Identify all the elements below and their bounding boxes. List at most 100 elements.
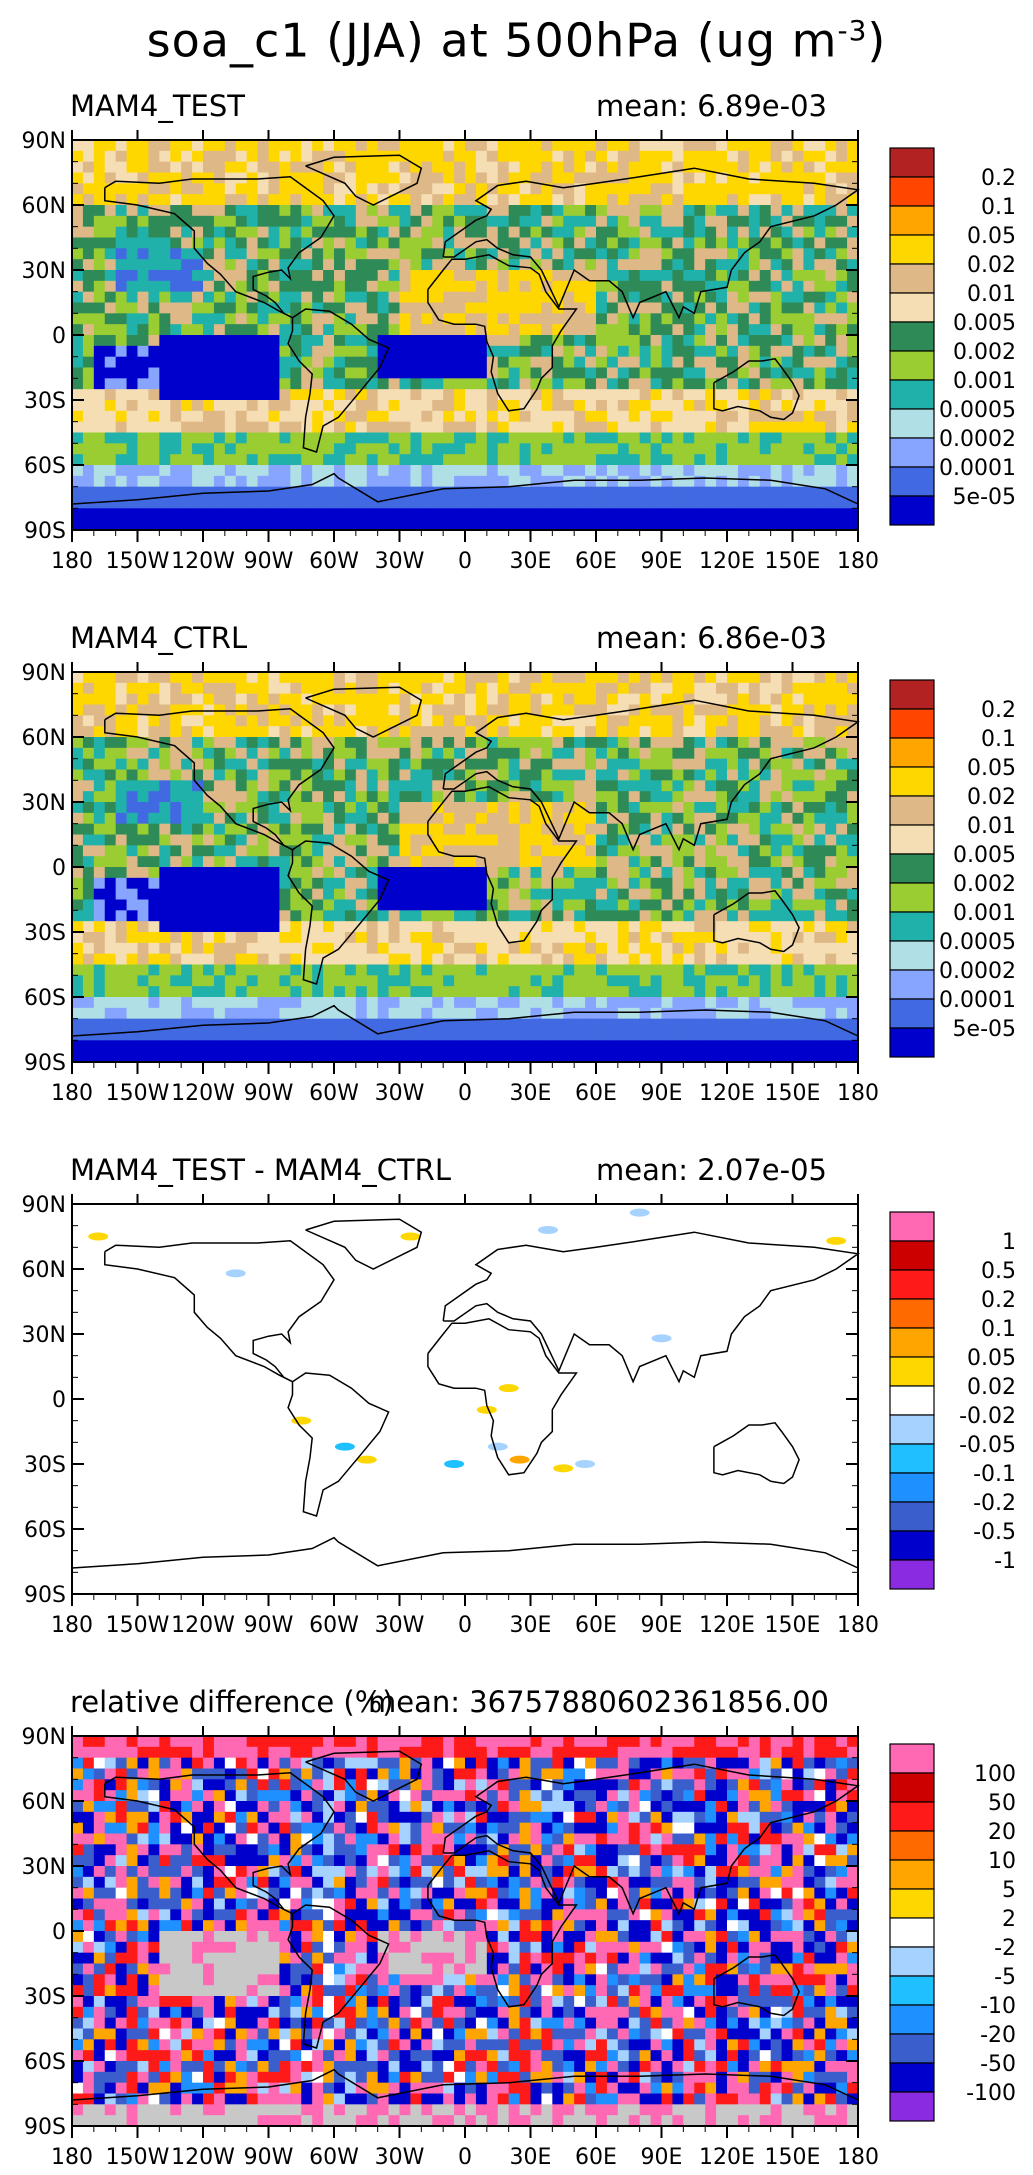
colorbar-label: 0.2: [981, 166, 1016, 191]
lon-tick-label: 180: [51, 1081, 93, 1106]
colorbar-swatch: [889, 708, 935, 739]
lon-tick-label: 150E: [765, 549, 821, 574]
colorbar-label: 20: [988, 1820, 1016, 1845]
colorbar-label: 1: [1002, 1230, 1016, 1255]
colorbar-label: -100: [966, 2081, 1016, 2106]
colorbar-swatch: [889, 495, 935, 526]
colorbar-label: 0.0001: [939, 988, 1016, 1013]
lon-tick-label: 120W: [171, 1081, 235, 1106]
lat-tick-label: 60N: [22, 1258, 66, 1283]
colorbar-label: 0.005: [953, 843, 1016, 868]
colorbar-label: 0.001: [953, 901, 1016, 926]
colorbar-label: 10: [988, 1849, 1016, 1874]
colorbar-swatch: [889, 1356, 935, 1387]
lon-tick-label: 30W: [375, 1081, 425, 1106]
colorbar-swatch: [889, 408, 935, 439]
colorbar-swatch: [889, 321, 935, 352]
colorbar-swatch: [889, 679, 935, 710]
lon-tick-label: 0: [458, 2145, 472, 2170]
lon-tick-label: 90E: [641, 1613, 683, 1638]
colorbar-swatch: [889, 766, 935, 797]
colorbar-label: -0.5: [973, 1520, 1016, 1545]
colorbar-label: 0.0005: [939, 398, 1016, 423]
lon-tick-label: 60E: [575, 549, 617, 574]
colorbar-label: 0.1: [981, 727, 1016, 752]
colorbar-label: 0.1: [981, 195, 1016, 220]
colorbar-label: 5e-05: [953, 1017, 1016, 1042]
colorbar-swatch: [889, 1743, 935, 1774]
colorbar-swatch: [889, 1975, 935, 2006]
lon-tick-label: 30E: [510, 549, 552, 574]
colorbar-swatch: [889, 234, 935, 265]
lat-tick-label: 60S: [24, 454, 66, 479]
colorbar-label: 0.05: [967, 756, 1016, 781]
lat-tick-label: 30N: [22, 791, 66, 816]
colorbar-label: 0.001: [953, 369, 1016, 394]
lon-tick-label: 150E: [765, 1081, 821, 1106]
figure-title: soa_c1 (JJA) at 500hPa (ug m-3): [0, 0, 1033, 71]
lat-tick-label: 30S: [24, 389, 66, 414]
lat-tick-label: 30S: [24, 921, 66, 946]
colorbar-swatch: [889, 2004, 935, 2035]
colorbar-label: 50: [988, 1791, 1016, 1816]
colorbar-swatch: [889, 1859, 935, 1890]
colorbar-swatch: [889, 1801, 935, 1832]
colorbar-label: 0.005: [953, 311, 1016, 336]
panel-1-map: 90N 60N 30N 0 30S 60S 90S 180 150W 120W 90W 60W 30W 0…: [22, 130, 879, 574]
lon-tick-label: 30E: [510, 2145, 552, 2170]
lon-tick-label: 180: [837, 2145, 879, 2170]
lat-tick-label: 0: [52, 324, 66, 349]
colorbar-swatch: [889, 292, 935, 323]
lon-tick-label: 150E: [765, 2145, 821, 2170]
colorbar-label: 0.05: [967, 1346, 1016, 1371]
colorbar-swatch: [889, 1917, 935, 1948]
lon-tick-label: 120E: [699, 1081, 755, 1106]
lat-tick-label: 0: [52, 1920, 66, 1945]
colorbar-label: 0.02: [967, 1375, 1016, 1400]
colorbar-label: -20: [980, 2023, 1016, 2048]
colorbar-swatch: [889, 1888, 935, 1919]
colorbar-swatch: [889, 853, 935, 884]
lon-tick-label: 0: [458, 1613, 472, 1638]
colorbar-swatch: [889, 1443, 935, 1474]
lon-tick-label: 180: [51, 549, 93, 574]
panel-4-colorbar: 100 50 20 10 5 2 -2 -5 -10 -20 -50 -100: [889, 1743, 1016, 2122]
lon-tick-label: 120E: [699, 1613, 755, 1638]
lon-tick-label: 180: [837, 549, 879, 574]
colorbar-swatch: [889, 1298, 935, 1329]
lat-tick-label: 30S: [24, 1985, 66, 2010]
lon-tick-label: 120E: [699, 549, 755, 574]
lon-tick-label: 60W: [309, 2145, 359, 2170]
panel-2-colorbar: 0.2 0.1 0.05 0.02 0.01 0.005 0.002 0.001 0.0005 0…: [889, 679, 1016, 1058]
lat-tick-label: 30N: [22, 1855, 66, 1880]
colorbar-swatch: [889, 1240, 935, 1271]
colorbar-label: 0.0001: [939, 456, 1016, 481]
panel-3-map: 90N 60N 30N 0 30S 60S 90S 180 150W 120W 90W 60W 30W 0…: [22, 1194, 879, 1638]
colorbar-swatch: [889, 1772, 935, 1803]
lat-tick-label: 60S: [24, 1518, 66, 1543]
lon-tick-label: 90W: [244, 2145, 294, 2170]
figure-title-exponent: -3: [837, 14, 868, 47]
panel-4-map: 90N 60N 30N 0 30S 60S 90S 180 150W 120W 90W 60W 30W 0…: [22, 1726, 879, 2170]
colorbar-swatch: [889, 1327, 935, 1358]
lat-tick-label: 90S: [24, 2115, 66, 2140]
colorbar-label: -10: [980, 1994, 1016, 2019]
lon-tick-label: 150W: [106, 1613, 170, 1638]
lon-tick-label: 120E: [699, 2145, 755, 2170]
colorbar-swatch: [889, 795, 935, 826]
lon-tick-label: 90E: [641, 2145, 683, 2170]
panel-3-mean: mean: 2.07e-05: [596, 1153, 828, 1187]
lat-tick-label: 30N: [22, 1323, 66, 1348]
colorbar-swatch: [889, 1530, 935, 1561]
colorbar-swatch: [889, 1830, 935, 1861]
lon-tick-label: 180: [837, 1081, 879, 1106]
lon-tick-label: 90E: [641, 549, 683, 574]
lon-tick-label: 120W: [171, 1613, 235, 1638]
colorbar-label: 2: [1002, 1907, 1016, 1932]
colorbar-swatch: [889, 969, 935, 1000]
lon-tick-label: 30W: [375, 2145, 425, 2170]
colorbar-swatch: [889, 737, 935, 768]
colorbar-label: 0.0005: [939, 930, 1016, 955]
colorbar-swatch: [889, 998, 935, 1029]
lat-tick-label: 90N: [22, 662, 66, 686]
